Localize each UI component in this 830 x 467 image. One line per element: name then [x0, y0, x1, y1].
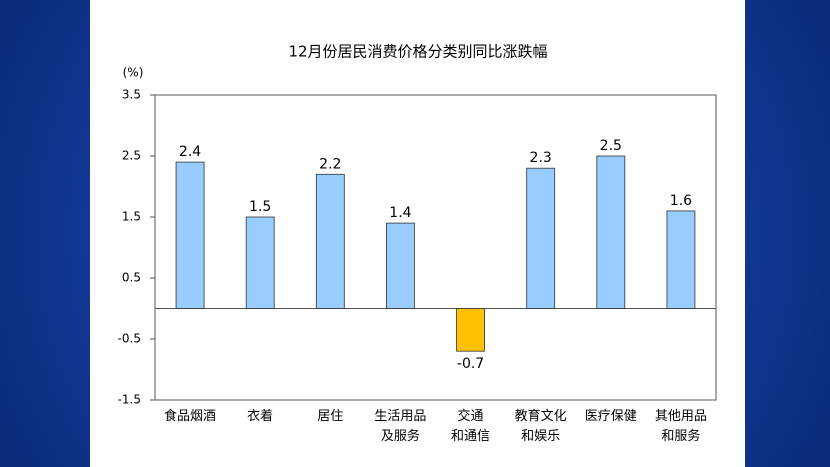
x-tick-label: 交通和通信: [451, 408, 490, 444]
value-label: 2.5: [600, 138, 622, 154]
bar: [526, 167, 556, 309]
chart-title: 12月份居民消费价格分类别同比涨跌幅: [288, 43, 547, 61]
x-tick-label: 衣着: [247, 408, 273, 424]
value-label: 2.4: [179, 144, 201, 160]
bar: [596, 155, 626, 309]
x-tick-label: 居住: [317, 409, 343, 424]
bar: [315, 173, 345, 309]
value-label: 2.2: [319, 156, 341, 172]
y-tick-label: 2.5: [122, 149, 141, 163]
y-tick-label: 3.5: [122, 88, 141, 102]
y-tick-label: 0.5: [122, 271, 141, 285]
y-unit: (%): [123, 66, 144, 80]
y-tick-label: -0.5: [118, 332, 141, 346]
x-tick-label: 其他用品和服务: [655, 409, 707, 444]
bar: [386, 222, 415, 309]
value-label: 1.4: [389, 205, 411, 221]
value-label: -0.7: [457, 356, 484, 372]
bar: [245, 216, 275, 309]
value-label: 1.5: [249, 199, 271, 215]
x-tick-label: 医疗保健: [585, 409, 637, 424]
bar: [456, 308, 485, 352]
value-label: 1.6: [670, 193, 692, 209]
y-tick-label: 1.5: [122, 210, 141, 224]
bar: [666, 210, 696, 309]
x-tick-label: 食品烟酒: [164, 408, 216, 424]
bar: [175, 161, 205, 309]
y-tick-label: -1.5: [118, 393, 141, 407]
x-tick-label: 生活用品及服务: [374, 409, 426, 444]
value-label: 2.3: [530, 150, 552, 166]
x-tick-label: 教育文化和娱乐: [515, 408, 567, 444]
plot-frame: [154, 94, 717, 401]
